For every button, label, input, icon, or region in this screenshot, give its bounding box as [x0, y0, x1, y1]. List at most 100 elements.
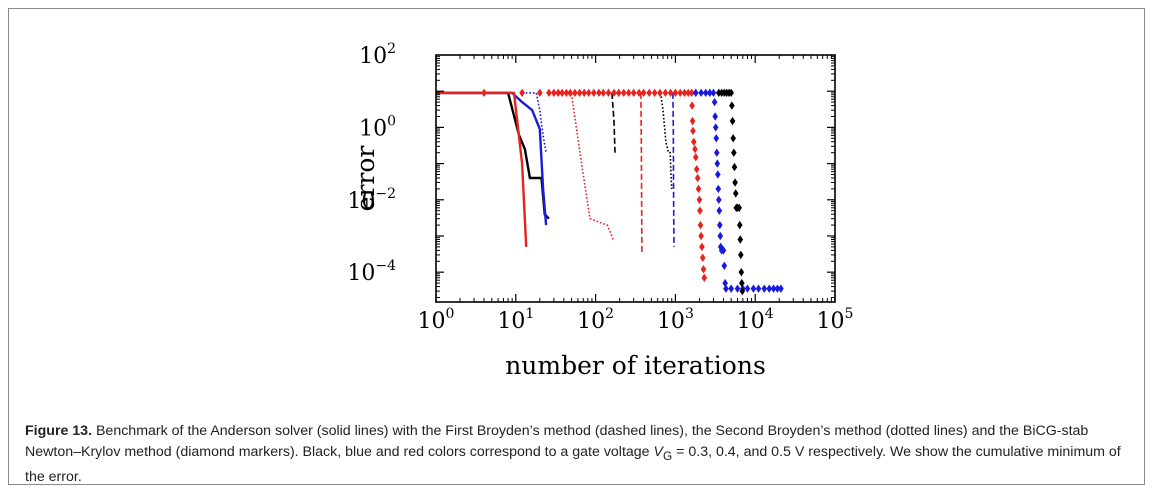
y-tick-label: 100 — [359, 113, 396, 141]
diamond-marker — [581, 88, 588, 98]
diamond-marker — [611, 88, 617, 98]
diamond-marker — [778, 284, 784, 293]
diamond-marker — [651, 88, 658, 98]
diamond-marker — [732, 189, 739, 198]
diamond-marker — [721, 261, 728, 271]
diamond-marker — [677, 88, 684, 98]
diamond-marker — [717, 231, 724, 241]
x-tick-label: 103 — [657, 306, 694, 334]
caption-subscript: G — [662, 448, 673, 463]
x-tick-label: 102 — [577, 306, 614, 334]
figure-caption: Figure 13. Benchmark of the Anderson sol… — [25, 421, 1135, 488]
diamond-marker — [563, 88, 570, 98]
first-broyden-blue-line — [672, 92, 675, 247]
tick-layer: 100 101 102 103 104 105 10−4 10−2 100 102 — [347, 41, 853, 334]
first-broyden-red-line — [640, 92, 643, 255]
diamond-marker — [699, 253, 706, 262]
diamond-marker — [567, 88, 573, 98]
diamond-marker — [731, 148, 737, 157]
diamond-marker — [551, 88, 557, 98]
diamond-marker — [716, 195, 722, 204]
diamond-marker — [713, 134, 720, 143]
diamond-marker — [519, 88, 525, 98]
diamond-marker — [572, 88, 578, 98]
diamond-marker — [559, 88, 565, 98]
diamond-marker — [738, 267, 745, 277]
diamond-marker — [716, 206, 723, 215]
diamond-marker — [662, 88, 669, 98]
diamond-marker — [699, 242, 705, 252]
diamond-marker — [736, 220, 743, 230]
diamond-marker — [711, 97, 718, 107]
series-group — [436, 88, 784, 296]
diamond-marker — [689, 101, 695, 110]
diamond-marker — [713, 148, 720, 157]
diamond-marker — [737, 235, 744, 244]
x-tick-label: 100 — [418, 306, 455, 334]
diamond-marker — [714, 159, 721, 168]
diamond-marker — [646, 88, 653, 98]
diamond-marker — [697, 206, 703, 215]
axes-box — [435, 54, 836, 303]
x-tick-label: 105 — [817, 306, 854, 334]
bicg-stab-newton-krylov-black-markers — [716, 88, 746, 296]
diamond-marker — [585, 88, 592, 98]
diamond-marker — [620, 88, 627, 98]
diamond-marker — [732, 178, 738, 187]
diamond-marker — [700, 265, 707, 274]
diamond-marker — [729, 101, 735, 110]
diamond-marker — [690, 126, 696, 136]
diamond-marker — [712, 123, 719, 132]
diamond-marker — [707, 88, 713, 98]
diamond-marker — [636, 88, 642, 98]
diamond-marker — [692, 88, 699, 98]
figure-label: Figure 13. — [25, 423, 93, 439]
y-tick-label: 10−4 — [347, 258, 396, 286]
diamond-marker — [681, 88, 688, 98]
diamond-marker — [640, 88, 647, 98]
anderson-blue-line — [436, 91, 548, 226]
diamond-marker — [755, 284, 762, 293]
diamond-marker — [730, 134, 736, 143]
diamond-marker — [701, 273, 708, 282]
diamond-marker — [605, 88, 612, 98]
diamond-marker — [728, 88, 734, 98]
diamond-marker — [774, 284, 781, 293]
first-broyden-black-line — [611, 92, 616, 153]
diamond-marker — [696, 195, 703, 204]
y-axis-title: error — [351, 146, 380, 212]
caption-text-part2: = 0.3, 0.4, and 0.5 V respectively. We s… — [25, 444, 1121, 485]
diamond-marker — [736, 203, 742, 213]
second-broyden-red-line — [563, 92, 614, 240]
x-tick-label: 104 — [737, 306, 774, 334]
diamond-marker — [744, 284, 751, 293]
diamond-marker — [716, 88, 722, 98]
figure-frame: 100 101 102 103 104 105 10−4 10−2 100 102 number … — [8, 8, 1145, 485]
diamond-marker — [710, 88, 717, 98]
diamond-marker — [750, 284, 757, 293]
second-broyden-black-line — [659, 92, 673, 189]
diamond-marker — [591, 88, 597, 98]
diamond-marker — [728, 284, 734, 293]
diamond-marker — [729, 116, 736, 126]
diamond-marker — [688, 88, 695, 98]
caption-text-part1: Benchmark of the Anderson solver (solid … — [25, 423, 1089, 460]
x-axis-title: number of iterations — [505, 351, 766, 380]
diamond-marker — [689, 116, 696, 126]
bicg-stab-newton-krylov-blue-markers — [692, 88, 784, 293]
diamond-marker — [770, 284, 777, 293]
caption-symbol: V — [653, 444, 663, 460]
diamond-marker — [667, 88, 674, 98]
diamond-marker — [600, 88, 607, 98]
anderson-red-line — [436, 91, 528, 247]
diamond-marker — [739, 278, 745, 288]
diamond-marker — [692, 144, 698, 154]
diamond-marker — [723, 284, 729, 293]
diamond-marker — [734, 284, 741, 293]
diamond-marker — [761, 284, 768, 293]
diamond-marker — [694, 173, 701, 183]
diamond-marker — [657, 88, 663, 98]
diamond-marker — [693, 164, 700, 174]
diamond-marker — [615, 88, 622, 98]
diamond-marker — [685, 88, 692, 98]
